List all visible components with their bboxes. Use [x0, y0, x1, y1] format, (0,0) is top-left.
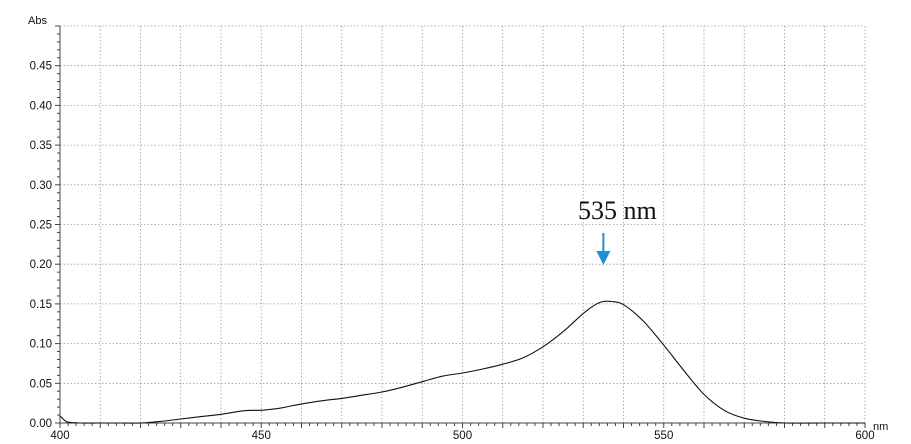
y-axis-label: Abs: [28, 15, 47, 27]
axes: [55, 25, 866, 428]
peak-arrow-head-icon: [596, 251, 611, 265]
y-tick-label: 0.45: [30, 61, 52, 73]
y-tick-label: 0.25: [30, 220, 52, 232]
x-tick-label: 400: [50, 430, 69, 442]
absorbance-series-line: [59, 300, 865, 424]
peak-annotation-label: 535 nm: [578, 196, 657, 225]
y-tick-label: 0.40: [30, 100, 52, 112]
x-axis-label: nm: [873, 421, 888, 433]
y-tick-label: 0.30: [30, 180, 52, 192]
y-tick-label: 0.10: [30, 339, 52, 351]
x-tick-label: 500: [453, 430, 472, 442]
peak-annotation: 535 nm: [578, 196, 657, 265]
y-tick-label: 0.35: [30, 140, 52, 152]
y-tick-label: 0.05: [30, 378, 52, 390]
grid: [60, 25, 866, 423]
x-tick-label: 600: [855, 430, 874, 442]
y-tick-label: 0.00: [30, 418, 52, 430]
tick-labels: 0.00 0.05 0.10 0.15 0.20 0.25 0.30 0.35 0.40 0.45…: [30, 61, 875, 442]
y-tick-label: 0.15: [30, 299, 52, 311]
y-tick-label: 0.20: [30, 259, 52, 271]
x-tick-label: 450: [252, 430, 271, 442]
x-tick-label: 550: [654, 430, 673, 442]
